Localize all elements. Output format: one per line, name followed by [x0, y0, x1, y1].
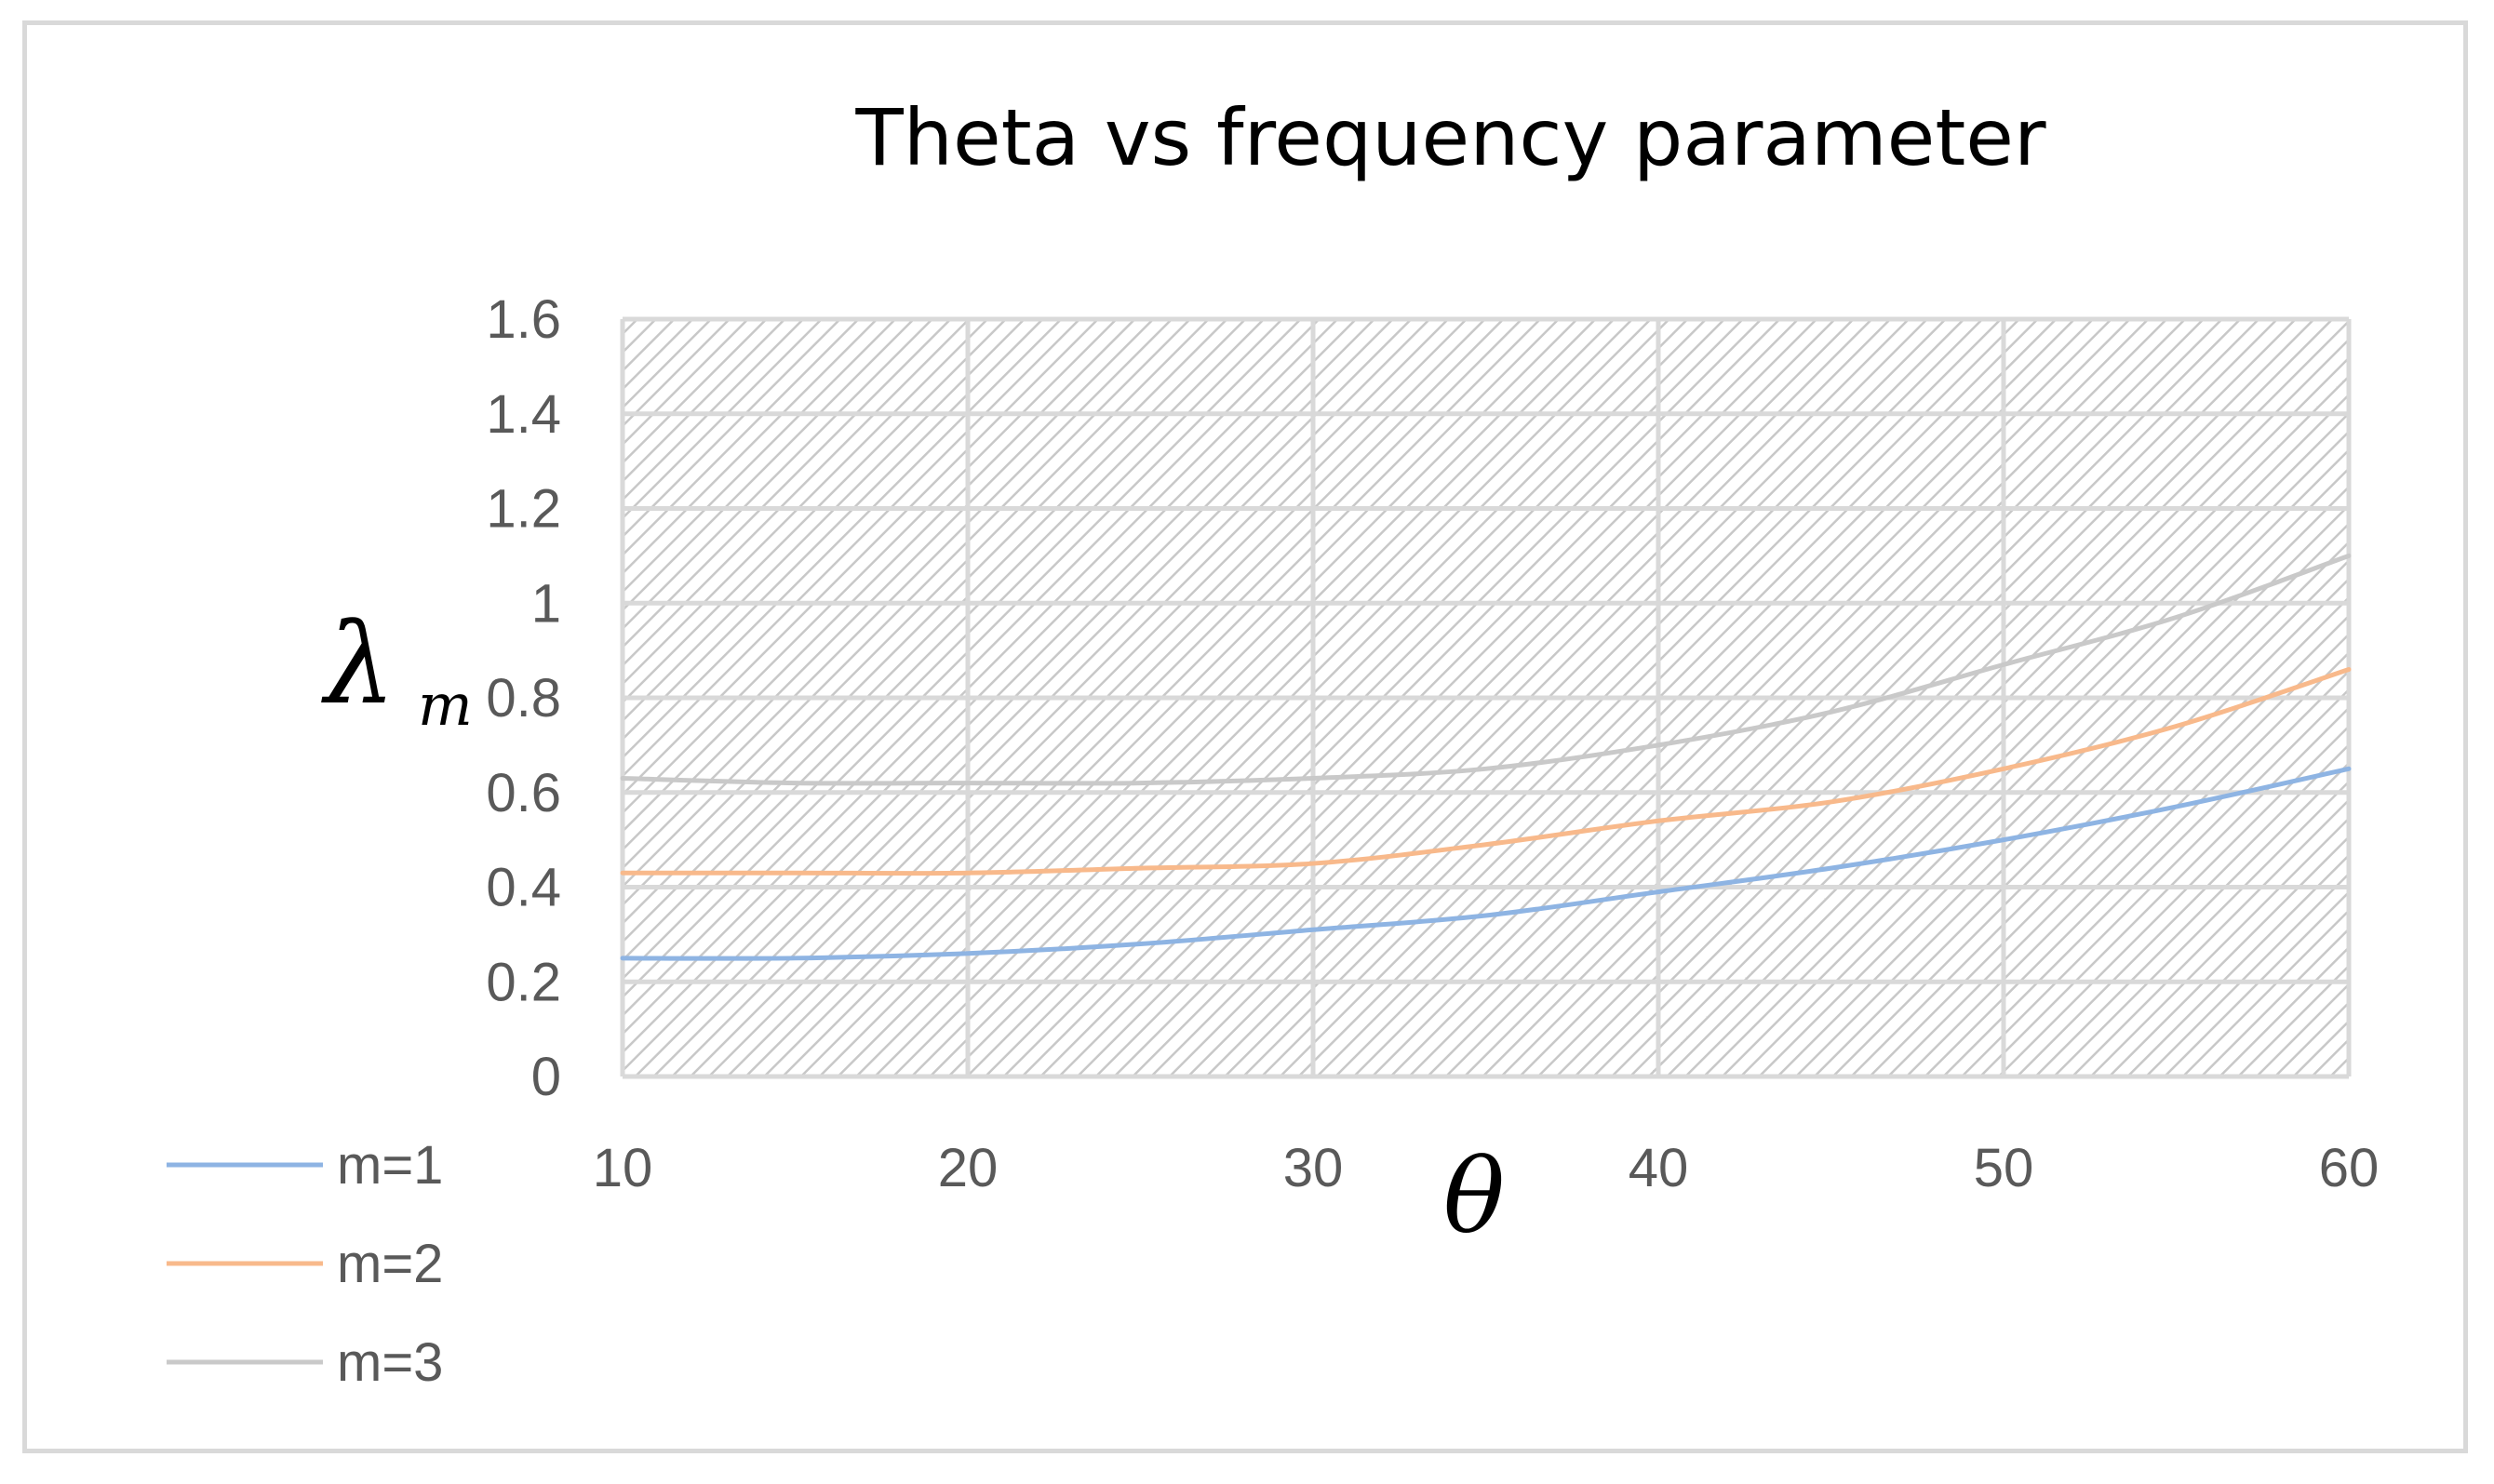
- legend-label: m=3: [337, 1332, 443, 1393]
- series-line-m=1: [620, 766, 2352, 961]
- x-tick-label: 50: [1974, 1138, 2034, 1198]
- y-tick-label: 0.6: [486, 763, 561, 823]
- y-tick-label: 0.4: [486, 858, 561, 918]
- y-axis-ticks: 0 0.2 0.4 0.6 0.8 1 1.2 1.4 1.6: [486, 289, 561, 1107]
- legend-item: m=3: [167, 1332, 443, 1393]
- chart-title: Theta vs frequency parameter: [855, 92, 2046, 183]
- x-axis-label: θ: [1443, 1137, 1505, 1256]
- y-axis-label: λ m: [321, 600, 473, 739]
- x-tick-label: 60: [2319, 1138, 2380, 1198]
- legend-label: m=2: [337, 1234, 443, 1294]
- series-line-m=3: [620, 553, 2352, 786]
- legend-item: m=1: [167, 1135, 443, 1196]
- y-axis-symbol: λ: [321, 600, 396, 729]
- gridlines: [620, 316, 2352, 1079]
- x-tick-label: 10: [593, 1138, 653, 1198]
- y-tick-label: 0: [531, 1047, 561, 1107]
- chart-frame: Theta vs frequency parameter 0 0.2 0.4 0.6 0…: [22, 20, 2468, 1453]
- y-tick-label: 1: [531, 573, 561, 634]
- x-tick-label: 30: [1283, 1138, 1344, 1198]
- legend-label: m=1: [337, 1135, 443, 1196]
- x-tick-label: 40: [1629, 1138, 1689, 1198]
- x-axis-ticks: 10 20 30 40 50 60: [593, 1138, 2380, 1198]
- y-tick-label: 1.4: [486, 384, 561, 445]
- legend: m=1 m=2 m=3: [167, 1135, 443, 1393]
- x-tick-label: 20: [938, 1138, 999, 1198]
- y-tick-label: 1.6: [486, 289, 561, 350]
- series-lines: [620, 553, 2352, 961]
- y-axis-subscript: m: [418, 671, 473, 739]
- y-tick-label: 0.2: [486, 952, 561, 1012]
- y-tick-label: 1.2: [486, 479, 561, 540]
- series-line-m=2: [620, 666, 2352, 876]
- y-tick-label: 0.8: [486, 668, 561, 729]
- chart: Theta vs frequency parameter 00.20.40.60…: [167, 92, 2380, 1393]
- legend-item: m=2: [167, 1234, 443, 1294]
